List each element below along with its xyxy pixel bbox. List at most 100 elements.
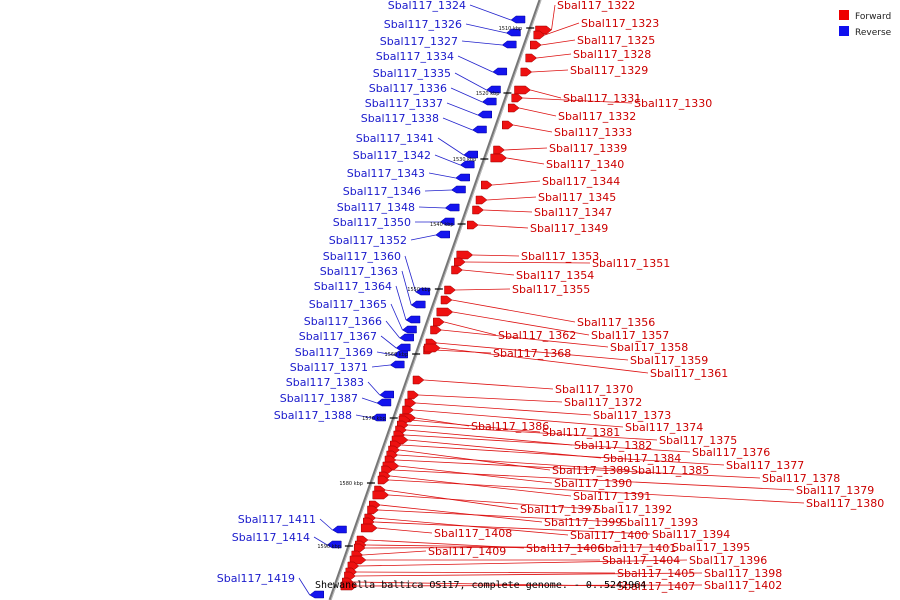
forward-gene-label[interactable]: Sbal117_1330 — [634, 97, 712, 110]
reverse-gene-label[interactable]: Sbal117_1326 — [384, 18, 462, 31]
forward-gene-label[interactable]: Sbal117_1407 — [617, 580, 695, 593]
reverse-gene-arrow[interactable] — [395, 343, 411, 352]
reverse-gene-arrow[interactable] — [501, 40, 517, 49]
reverse-gene-arrow[interactable] — [332, 525, 347, 534]
reverse-gene-label[interactable]: Sbal117_1387 — [280, 392, 358, 405]
forward-gene-arrow[interactable] — [402, 405, 414, 415]
forward-gene-label[interactable]: Sbal117_1385 — [631, 464, 709, 477]
reverse-gene-label[interactable]: Sbal117_1366 — [304, 315, 382, 328]
forward-gene-label[interactable]: Sbal117_1356 — [577, 316, 655, 329]
forward-gene-label[interactable]: Sbal117_1397 — [520, 503, 598, 516]
forward-gene-arrow[interactable] — [456, 250, 474, 260]
forward-gene-label[interactable]: Sbal117_1373 — [593, 409, 671, 422]
forward-gene-label[interactable]: Sbal117_1349 — [530, 222, 608, 235]
forward-gene-label[interactable]: Sbal117_1325 — [577, 34, 655, 47]
reverse-gene-label[interactable]: Sbal117_1338 — [361, 112, 439, 125]
reverse-gene-arrow[interactable] — [415, 287, 431, 296]
forward-gene-arrow[interactable] — [525, 53, 538, 63]
reverse-gene-arrow[interactable] — [326, 540, 342, 549]
forward-gene-label[interactable]: Sbal117_1374 — [625, 421, 703, 434]
forward-gene-label[interactable]: Sbal117_1393 — [620, 516, 698, 529]
forward-gene-label[interactable]: Sbal117_1381 — [542, 426, 620, 439]
forward-gene-arrow[interactable] — [451, 265, 463, 275]
reverse-gene-label[interactable]: Sbal117_1348 — [337, 201, 415, 214]
forward-gene-label[interactable]: Sbal117_1398 — [704, 567, 782, 580]
reverse-gene-arrow[interactable] — [379, 390, 394, 399]
forward-gene-arrow[interactable] — [372, 490, 390, 500]
forward-gene-arrow[interactable] — [472, 205, 484, 215]
forward-gene-label[interactable]: Sbal117_1354 — [516, 269, 594, 282]
forward-gene-label[interactable]: Sbal117_1399 — [544, 516, 622, 529]
forward-gene-label[interactable]: Sbal117_1370 — [555, 383, 633, 396]
reverse-gene-arrow[interactable] — [451, 185, 466, 194]
forward-gene-label[interactable]: Sbal117_1355 — [512, 283, 590, 296]
forward-gene-arrow[interactable] — [407, 390, 420, 400]
forward-gene-arrow[interactable] — [440, 295, 453, 305]
forward-gene-label[interactable]: Sbal117_1401 — [598, 542, 676, 555]
reverse-gene-label[interactable]: Sbal117_1360 — [323, 250, 401, 263]
forward-gene-label[interactable]: Sbal117_1344 — [542, 175, 620, 188]
forward-gene-label[interactable]: Sbal117_1389 — [552, 464, 630, 477]
forward-gene-label[interactable]: Sbal117_1406 — [526, 542, 604, 555]
reverse-gene-arrow[interactable] — [510, 15, 526, 24]
reverse-gene-label[interactable]: Sbal117_1352 — [329, 234, 407, 247]
forward-gene-label[interactable]: Sbal117_1376 — [692, 446, 770, 459]
forward-gene-label[interactable]: Sbal117_1331 — [563, 92, 641, 105]
reverse-gene-label[interactable]: Sbal117_1388 — [274, 409, 352, 422]
reverse-gene-arrow[interactable] — [506, 28, 521, 37]
reverse-gene-arrow[interactable] — [405, 315, 421, 324]
reverse-gene-arrow[interactable] — [309, 590, 324, 599]
forward-gene-label[interactable]: Sbal117_1357 — [591, 329, 669, 342]
forward-gene-arrow[interactable] — [467, 220, 479, 230]
forward-gene-arrow[interactable] — [433, 317, 445, 327]
forward-gene-arrow[interactable] — [430, 325, 442, 335]
reverse-gene-label[interactable]: Sbal117_1371 — [290, 361, 368, 374]
forward-gene-label[interactable]: Sbal117_1391 — [573, 490, 651, 503]
reverse-gene-label[interactable]: Sbal117_1342 — [353, 149, 431, 162]
reverse-gene-arrow[interactable] — [455, 173, 470, 182]
reverse-gene-arrow[interactable] — [376, 398, 392, 407]
forward-gene-label[interactable]: Sbal117_1386 — [471, 420, 549, 433]
forward-gene-arrow[interactable] — [340, 581, 358, 591]
forward-gene-label[interactable]: Sbal117_1323 — [581, 17, 659, 30]
forward-gene-label[interactable]: Sbal117_1322 — [557, 0, 635, 12]
reverse-gene-arrow[interactable] — [463, 150, 478, 159]
reverse-gene-label[interactable]: Sbal117_1336 — [369, 82, 447, 95]
forward-gene-arrow[interactable] — [377, 475, 390, 485]
reverse-gene-arrow[interactable] — [410, 300, 426, 309]
reverse-gene-label[interactable]: Sbal117_1337 — [365, 97, 443, 110]
reverse-gene-label[interactable]: Sbal117_1324 — [388, 0, 466, 12]
forward-gene-arrow[interactable] — [360, 523, 378, 533]
forward-gene-arrow[interactable] — [367, 505, 379, 515]
forward-gene-arrow[interactable] — [530, 40, 542, 50]
forward-gene-arrow[interactable] — [353, 543, 366, 553]
reverse-gene-label[interactable]: Sbal117_1383 — [286, 376, 364, 389]
reverse-gene-arrow[interactable] — [393, 350, 408, 359]
forward-gene-label[interactable]: Sbal117_1408 — [434, 527, 512, 540]
forward-gene-label[interactable]: Sbal117_1377 — [726, 459, 804, 472]
forward-gene-label[interactable]: Sbal117_1332 — [558, 110, 636, 123]
reverse-gene-label[interactable]: Sbal117_1369 — [295, 346, 373, 359]
forward-gene-arrow[interactable] — [404, 398, 417, 408]
reverse-gene-label[interactable]: Sbal117_1327 — [380, 35, 458, 48]
reverse-gene-label[interactable]: Sbal117_1364 — [314, 280, 392, 293]
forward-gene-arrow[interactable] — [493, 145, 505, 155]
reverse-gene-label[interactable]: Sbal117_1411 — [238, 513, 316, 526]
reverse-gene-label[interactable]: Sbal117_1346 — [343, 185, 421, 198]
reverse-gene-label[interactable]: Sbal117_1414 — [232, 531, 310, 544]
forward-gene-arrow[interactable] — [423, 343, 441, 353]
forward-gene-label[interactable]: Sbal117_1358 — [610, 341, 688, 354]
forward-gene-arrow[interactable] — [444, 285, 456, 295]
forward-gene-label[interactable]: Sbal117_1382 — [574, 439, 652, 452]
forward-gene-label[interactable]: Sbal117_1340 — [546, 158, 624, 171]
forward-gene-arrow[interactable] — [533, 30, 546, 40]
reverse-gene-arrow[interactable] — [477, 110, 492, 119]
forward-gene-label[interactable]: Sbal117_1379 — [796, 484, 874, 497]
forward-gene-label[interactable]: Sbal117_1402 — [704, 579, 782, 592]
reverse-gene-label[interactable]: Sbal117_1419 — [217, 572, 295, 585]
reverse-gene-arrow[interactable] — [459, 160, 475, 169]
forward-gene-label[interactable]: Sbal117_1368 — [493, 347, 571, 360]
forward-gene-arrow[interactable] — [475, 195, 488, 205]
forward-gene-arrow[interactable] — [412, 375, 425, 385]
forward-gene-arrow[interactable] — [511, 93, 524, 103]
